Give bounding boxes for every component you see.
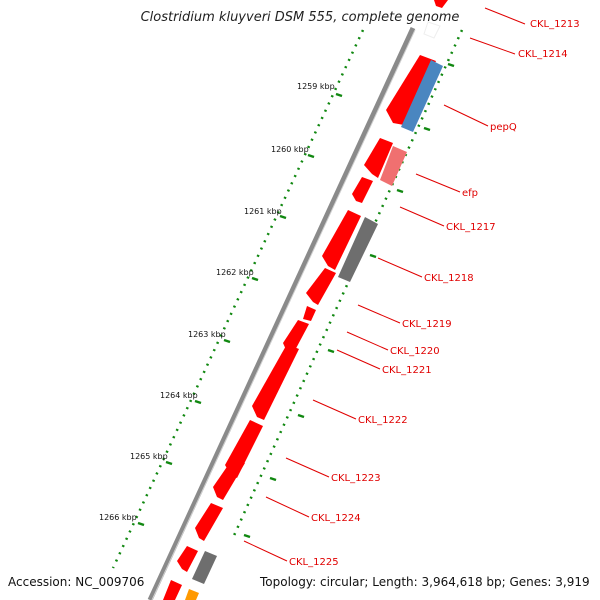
gene-arrow-ckl-1225 [195, 503, 223, 541]
inner-track-dashes [243, 62, 455, 539]
gene-arrow-small-2 [352, 177, 373, 203]
scale-tick-label: 1264 kbp [160, 391, 198, 400]
scale-tick-label: 1266 kbp [99, 513, 137, 522]
gene-label-pepq: pepQ [490, 122, 517, 133]
gene-label-ckl-1219: CKL_1219 [402, 319, 452, 330]
scale-tick-marks [137, 92, 343, 527]
gene-label-ckl-1220: CKL_1220 [390, 346, 440, 357]
gene-arrow-small-3 [177, 546, 198, 572]
gene-arrow-ckl-1213 [434, 0, 448, 8]
gene-arrow-ckl-1220 [303, 306, 316, 321]
gene-arrow-ckl-1219 [306, 268, 336, 305]
gene-arrow-ckl-1224 [213, 458, 245, 500]
gene-arrow-ckl-1214 [423, 21, 441, 39]
scale-tick-label: 1261 kbp [244, 207, 282, 216]
scale-tick-label: 1263 kbp [188, 330, 226, 339]
gene-label-ckl-1213: CKL_1213 [530, 19, 580, 30]
gene-arrow-ckl-1222 [252, 344, 299, 420]
gene-arrow-ckl-1215 [386, 55, 436, 125]
gene-arrow-small-4 [163, 580, 182, 600]
dotted-track-inner [230, 29, 464, 541]
gene-label-ckl-1225: CKL_1225 [289, 557, 339, 568]
label-leader-lines [243, 7, 526, 562]
scale-tick-label: 1262 kbp [216, 268, 254, 277]
accession-text: Accession: NC_009706 [8, 575, 145, 589]
gene-label-ckl-1218: CKL_1218 [424, 273, 474, 284]
gene-arrow-ckl-1218 [338, 217, 378, 282]
gene-arrow-ckl-1217 [322, 210, 361, 270]
gene-arrow-orange [185, 589, 199, 600]
scale-tick-label: 1265 kbp [130, 452, 168, 461]
gene-features [163, 0, 448, 600]
gene-label-ckl-1214: CKL_1214 [518, 49, 568, 60]
genome-backbone [147, 26, 416, 600]
gene-arrow-small-1 [364, 138, 393, 178]
gene-label-ckl-1223: CKL_1223 [331, 473, 381, 484]
gene-label-ckl-1221: CKL_1221 [382, 365, 432, 376]
gene-arrow-efp [380, 146, 407, 186]
gene-label-efp: efp [462, 188, 478, 199]
gene-label-ckl-1222: CKL_1222 [358, 415, 408, 426]
gene-arrow-pepq [401, 60, 443, 132]
gene-label-ckl-1217: CKL_1217 [446, 222, 496, 233]
scale-tick-label: 1259 kbp [297, 82, 335, 91]
dotted-track-outer [111, 29, 365, 569]
gene-label-ckl-1224: CKL_1224 [311, 513, 361, 524]
gene-arrow-grey-bottom [192, 551, 217, 584]
topology-text: Topology: circular; Length: 3,964,618 bp… [260, 575, 590, 589]
map-title: Clostridium kluyveri DSM 555, complete g… [140, 10, 460, 25]
scale-tick-label: 1260 kbp [271, 145, 309, 154]
